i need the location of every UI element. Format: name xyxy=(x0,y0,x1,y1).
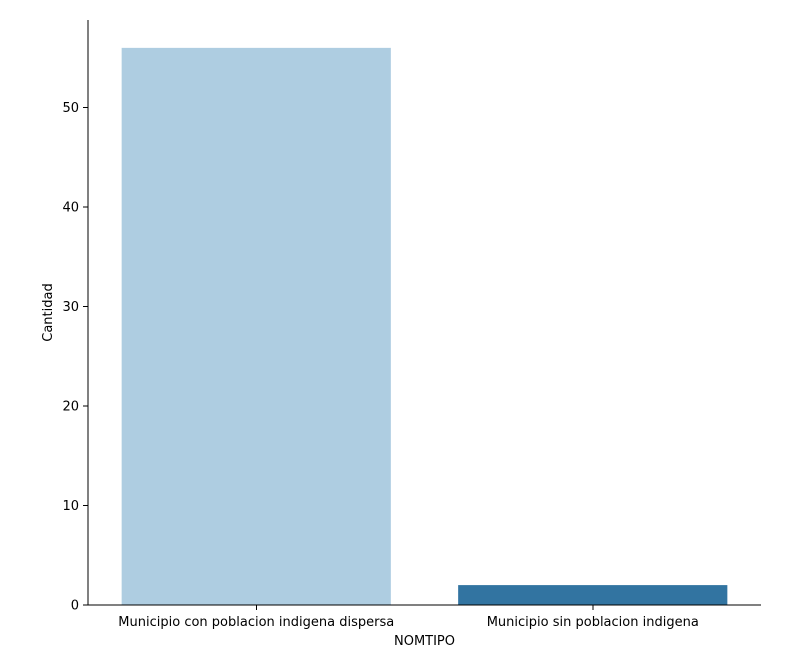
y-tick-label-3: 30 xyxy=(62,300,79,315)
x-tick-label-1: Municipio sin poblacion indigena xyxy=(487,615,699,630)
y-tick-label-1: 10 xyxy=(62,499,79,514)
y-tick-label-4: 40 xyxy=(62,201,79,216)
bars-layer xyxy=(121,47,728,606)
bar-1 xyxy=(458,585,728,605)
y-axis-ticks: 0 10 20 30 40 50 xyxy=(62,101,88,614)
y-tick-label-5: 50 xyxy=(62,101,79,116)
y-tick-label-0: 0 xyxy=(71,599,79,614)
bar-0 xyxy=(121,47,391,606)
x-axis-ticks: Municipio con poblacion indigena dispers… xyxy=(118,605,699,630)
x-axis-title: NOMTIPO xyxy=(394,634,455,649)
y-tick-label-2: 20 xyxy=(62,400,79,415)
y-axis-title: Cantidad xyxy=(41,283,56,341)
x-tick-label-0: Municipio con poblacion indigena dispers… xyxy=(118,615,394,630)
